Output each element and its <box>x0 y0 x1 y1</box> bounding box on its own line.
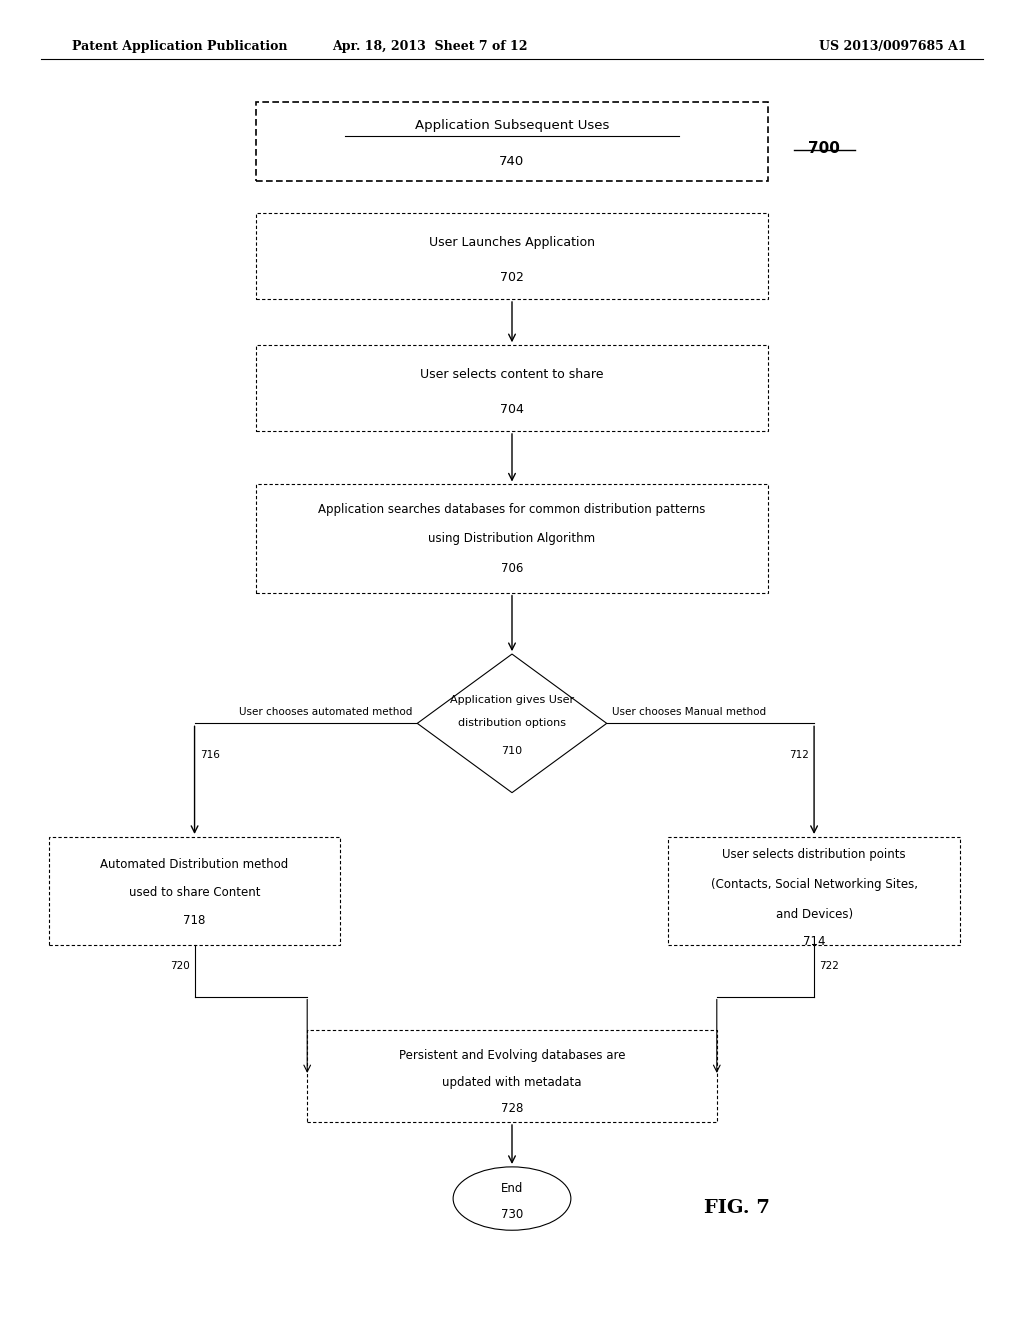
Text: Persistent and Evolving databases are: Persistent and Evolving databases are <box>398 1049 626 1063</box>
Text: User selects content to share: User selects content to share <box>420 368 604 381</box>
FancyBboxPatch shape <box>256 102 768 181</box>
Text: FIG. 7: FIG. 7 <box>705 1199 770 1217</box>
Text: User chooses automated method: User chooses automated method <box>239 706 412 717</box>
Text: 704: 704 <box>500 403 524 416</box>
Text: 722: 722 <box>819 961 839 972</box>
Text: distribution options: distribution options <box>458 718 566 729</box>
Text: 730: 730 <box>501 1208 523 1221</box>
Text: User selects distribution points: User selects distribution points <box>722 847 906 861</box>
Text: 716: 716 <box>200 750 219 760</box>
Text: 720: 720 <box>170 961 189 972</box>
Text: (Contacts, Social Networking Sites,: (Contacts, Social Networking Sites, <box>711 878 918 891</box>
Text: 710: 710 <box>502 746 522 756</box>
Text: End: End <box>501 1181 523 1195</box>
Text: Apr. 18, 2013  Sheet 7 of 12: Apr. 18, 2013 Sheet 7 of 12 <box>333 40 527 53</box>
FancyBboxPatch shape <box>256 484 768 593</box>
FancyBboxPatch shape <box>307 1030 717 1122</box>
Text: 718: 718 <box>183 913 206 927</box>
Text: using Distribution Algorithm: using Distribution Algorithm <box>428 532 596 545</box>
Text: Patent Application Publication: Patent Application Publication <box>72 40 287 53</box>
Text: used to share Content: used to share Content <box>129 886 260 899</box>
Text: 700: 700 <box>808 141 841 156</box>
Text: 706: 706 <box>501 562 523 576</box>
Text: updated with metadata: updated with metadata <box>442 1076 582 1089</box>
Text: 728: 728 <box>501 1102 523 1115</box>
Text: 740: 740 <box>500 154 524 168</box>
Text: US 2013/0097685 A1: US 2013/0097685 A1 <box>819 40 967 53</box>
FancyBboxPatch shape <box>256 346 768 430</box>
Ellipse shape <box>453 1167 571 1230</box>
Text: Automated Distribution method: Automated Distribution method <box>100 858 289 871</box>
Text: User chooses Manual method: User chooses Manual method <box>612 706 766 717</box>
Text: User Launches Application: User Launches Application <box>429 236 595 249</box>
Text: and Devices): and Devices) <box>775 908 853 921</box>
Text: 702: 702 <box>500 271 524 284</box>
FancyBboxPatch shape <box>256 214 768 298</box>
Text: 712: 712 <box>790 750 809 760</box>
Text: 714: 714 <box>803 935 825 948</box>
Text: Application searches databases for common distribution patterns: Application searches databases for commo… <box>318 503 706 516</box>
FancyBboxPatch shape <box>49 837 340 945</box>
Text: Application Subsequent Uses: Application Subsequent Uses <box>415 119 609 132</box>
FancyBboxPatch shape <box>669 837 961 945</box>
Text: Application gives User: Application gives User <box>450 694 574 705</box>
